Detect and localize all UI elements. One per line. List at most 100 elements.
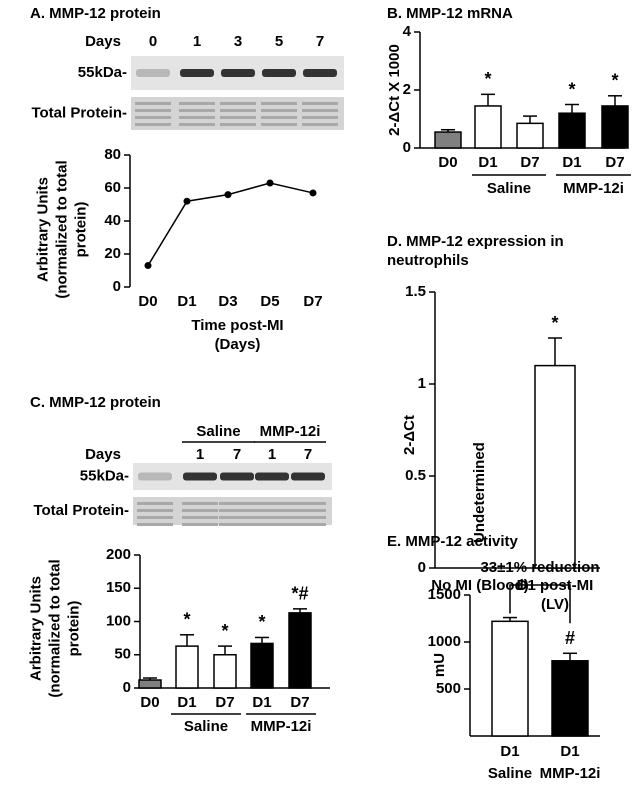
lane-label: 7 xyxy=(304,446,312,463)
blot-header: Days xyxy=(85,446,121,463)
point xyxy=(224,191,232,199)
bar xyxy=(491,620,529,737)
y-tick-label: 1.5 xyxy=(405,283,426,300)
total-band xyxy=(302,123,338,126)
total-band xyxy=(182,509,218,512)
bracket-label: 33±1% reduction xyxy=(480,559,599,576)
x-tick-label: D5 xyxy=(260,293,279,310)
x-tick-label: D7 xyxy=(605,154,624,171)
annotation: * xyxy=(568,79,575,99)
x-tick-label: D1 xyxy=(177,293,196,310)
y-tick-label: 100 xyxy=(106,612,131,629)
y-tick-label: 40 xyxy=(104,212,121,229)
group-label: Saline xyxy=(488,765,532,782)
bracket xyxy=(509,584,571,624)
y-axis-label: 2-ΔCt X 1000 xyxy=(386,44,403,136)
annotation: # xyxy=(565,628,575,648)
x-tick-label: D1 post-MI (LV) xyxy=(516,577,594,613)
x-tick-label: D7 xyxy=(290,694,309,711)
total-band xyxy=(254,516,290,519)
y-tick-label: 50 xyxy=(114,646,131,663)
total-band xyxy=(261,123,297,126)
bar xyxy=(558,112,586,149)
total-band xyxy=(179,116,215,119)
total-band xyxy=(254,502,290,505)
total-band xyxy=(302,102,338,105)
y-tick-label: 60 xyxy=(104,179,121,196)
total-label: Total Protein- xyxy=(33,502,129,519)
blot-band xyxy=(180,69,214,77)
total-band xyxy=(179,109,215,112)
x-tick-label: D3 xyxy=(218,293,237,310)
panel-title: E. MMP-12 activity xyxy=(387,533,518,550)
x-tick-label: D1 xyxy=(560,743,579,760)
blot-band xyxy=(262,69,296,77)
blot-band xyxy=(221,69,255,77)
x-tick-label: D1 xyxy=(478,154,497,171)
total-band xyxy=(302,116,338,119)
blot-band xyxy=(183,472,217,481)
total-band xyxy=(220,102,256,105)
total-band xyxy=(261,102,297,105)
total-band xyxy=(182,516,218,519)
blot-band xyxy=(291,472,325,481)
annotation: *# xyxy=(291,584,308,604)
band-label: 55kDa- xyxy=(78,64,127,81)
group-label: MMP-12i xyxy=(540,765,601,782)
total-band xyxy=(290,502,326,505)
y-tick-label: 4 xyxy=(403,23,412,40)
point xyxy=(266,179,274,187)
lane-label: 1 xyxy=(268,446,276,463)
bar xyxy=(213,654,237,689)
lane-label: 1 xyxy=(193,33,201,50)
y-tick-label: 200 xyxy=(106,546,131,563)
y-tick-label: 1000 xyxy=(428,633,461,650)
blot-header: Days xyxy=(85,33,121,50)
lane-label: 7 xyxy=(233,446,241,463)
panel-title: A. MMP-12 protein xyxy=(30,5,161,22)
y-tick-label: 2 xyxy=(403,81,411,98)
x-tick-label: D0 xyxy=(140,694,159,711)
total-band xyxy=(182,502,218,505)
x-tick-label: D1 xyxy=(500,743,519,760)
group-label: MMP-12i xyxy=(563,180,624,197)
y-tick-label: 80 xyxy=(104,146,121,163)
total-band xyxy=(179,102,215,105)
lane-label: 5 xyxy=(275,33,283,50)
y-tick-label: 1500 xyxy=(428,586,461,603)
panel-title: D. MMP-12 expression in neutrophils xyxy=(387,233,564,269)
bar xyxy=(516,122,544,149)
panel-title: C. MMP-12 protein xyxy=(30,394,161,411)
annotation: * xyxy=(258,612,265,632)
y-tick-label: 0 xyxy=(123,679,131,696)
y-tick-label: 0 xyxy=(418,559,426,576)
lane-label: 0 xyxy=(149,33,157,50)
annotation: * xyxy=(484,69,491,89)
x-tick-label: D1 xyxy=(252,694,271,711)
total-band xyxy=(220,116,256,119)
x-tick-label: D0 xyxy=(438,154,457,171)
y-axis-label: mU xyxy=(431,653,448,677)
annotation: Undetermined xyxy=(471,442,488,543)
total-band xyxy=(302,109,338,112)
y-axis-label: Arbitrary Units (normalized to total pro… xyxy=(34,160,90,299)
blot-band xyxy=(303,69,337,77)
x-tick-label: D7 xyxy=(215,694,234,711)
bar xyxy=(288,612,312,689)
y-tick-label: 1 xyxy=(418,375,426,392)
y-axis-label: 2-ΔCt xyxy=(401,415,418,455)
lane-label: 1 xyxy=(196,446,204,463)
x-tick-label: No MI (Blood) xyxy=(431,577,529,594)
point xyxy=(183,197,191,205)
total-band xyxy=(220,109,256,112)
y-tick-label: 20 xyxy=(104,245,121,262)
annotation: * xyxy=(221,621,228,641)
total-band xyxy=(182,523,218,526)
total-band xyxy=(135,102,171,105)
x-tick-label: D0 xyxy=(138,293,157,310)
panel-title: B. MMP-12 mRNA xyxy=(387,5,513,22)
total-band xyxy=(179,123,215,126)
y-tick-label: 0.5 xyxy=(405,467,426,484)
